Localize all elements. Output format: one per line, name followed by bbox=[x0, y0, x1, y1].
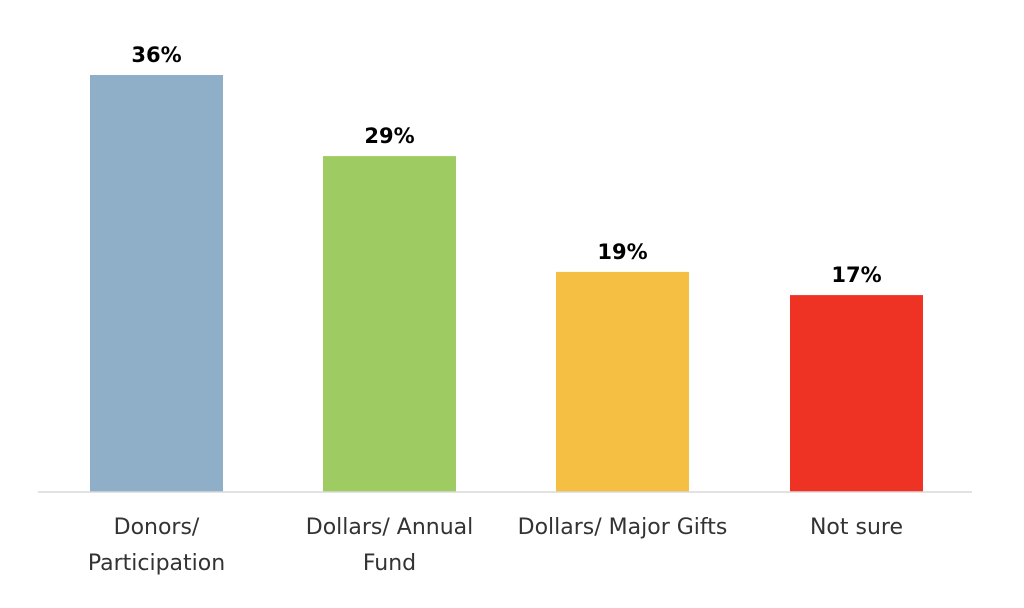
value-label-0: 36% bbox=[131, 43, 181, 67]
category-label-0-line-1: Participation bbox=[88, 551, 225, 576]
bar-1 bbox=[323, 156, 456, 493]
value-label-3: 17% bbox=[831, 263, 881, 287]
category-labels-group: Donors/Participation Dollars/ Annual Fund D… bbox=[88, 515, 903, 576]
category-label-1-line-1: Fund bbox=[363, 551, 416, 576]
bar-0 bbox=[90, 75, 223, 492]
category-label-2-line-0: Dollars/ Major Gifts bbox=[518, 515, 728, 540]
bars-group bbox=[90, 75, 923, 493]
category-label-3-line-0: Not sure bbox=[810, 515, 903, 540]
category-label-0-line-0: Donors/ bbox=[114, 515, 200, 540]
bar-3 bbox=[790, 295, 923, 492]
value-label-2: 19% bbox=[597, 240, 647, 264]
value-labels-group: 36% 29% 19% 17% bbox=[131, 43, 881, 287]
bar-2 bbox=[556, 271, 689, 492]
category-label-1-line-0: Dollars/ Annual bbox=[306, 515, 474, 540]
value-label-1: 29% bbox=[364, 124, 414, 148]
